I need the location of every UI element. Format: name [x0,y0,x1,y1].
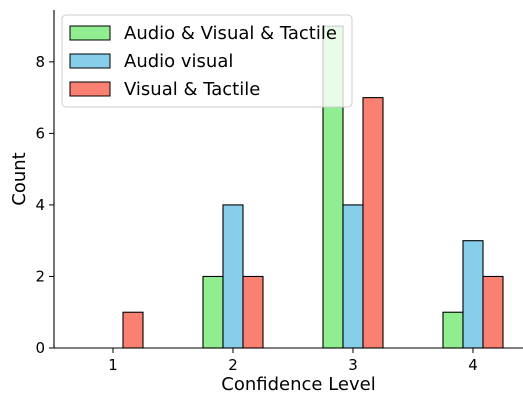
bar [482,275,504,349]
x-tick-label: 4 [468,356,478,374]
bar [242,275,264,349]
y-tick-label: 2 [35,267,45,285]
bar [362,97,384,349]
bar [222,204,244,349]
legend-label: Audio visual [124,51,233,72]
x-tick-label: 1 [108,356,118,374]
bar [342,204,364,349]
axes: 0 2 4 6 8 1 2 3 4 [35,10,523,374]
bar [122,311,144,349]
bar [442,311,464,349]
legend: Audio & Visual & Tactile Audio visual Visu… [61,14,353,108]
y-tick-label: 8 [35,53,45,71]
bar [202,275,224,349]
legend-swatch [69,53,111,69]
legend-label: Audio & Visual & Tactile [124,23,337,44]
y-tick-label: 4 [35,196,45,214]
x-tick-label: 3 [348,356,358,374]
bar [462,240,484,349]
bars [122,25,504,349]
y-tick-label: 6 [35,124,45,142]
y-tick-label: 0 [35,339,45,357]
legend-box [61,14,353,108]
legend-swatch [69,25,111,41]
x-tick-label: 2 [228,356,238,374]
legend-label: Visual & Tactile [124,79,260,100]
legend-swatch [69,81,111,97]
x-axis-label: Confidence Level [221,374,375,395]
y-axis-label: Count [9,152,30,205]
